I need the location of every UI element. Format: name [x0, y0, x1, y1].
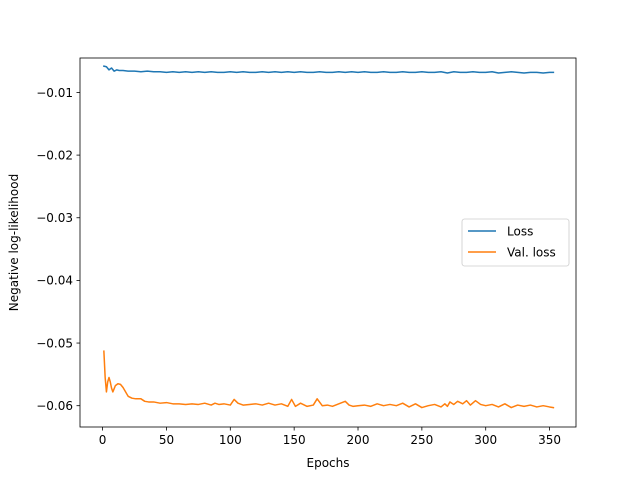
x-tick-label: 0 [99, 433, 107, 447]
series-line-val-loss [103, 350, 555, 409]
y-tick-label: −0.05 [36, 336, 73, 350]
y-tick-label: −0.06 [36, 399, 73, 413]
legend-label: Val. loss [507, 245, 556, 259]
y-tick-label: −0.04 [36, 274, 73, 288]
x-tick-label: 50 [159, 433, 174, 447]
y-tick-label: −0.03 [36, 211, 73, 225]
x-tick-label: 350 [538, 433, 561, 447]
x-tick-label: 250 [410, 433, 433, 447]
x-axis-label: Epochs [307, 456, 350, 470]
axes-frame [79, 57, 577, 428]
x-tick-label: 150 [283, 433, 306, 447]
legend-label: Loss [507, 224, 533, 238]
series-line-loss [102, 65, 555, 74]
x-tick-label: 200 [347, 433, 370, 447]
x-tick-label: 300 [474, 433, 497, 447]
x-tick-label: 100 [219, 433, 242, 447]
y-tick-label: −0.01 [36, 86, 73, 100]
y-tick-label: −0.02 [36, 148, 73, 162]
y-axis-label: Negative log-likelihood [7, 174, 21, 311]
